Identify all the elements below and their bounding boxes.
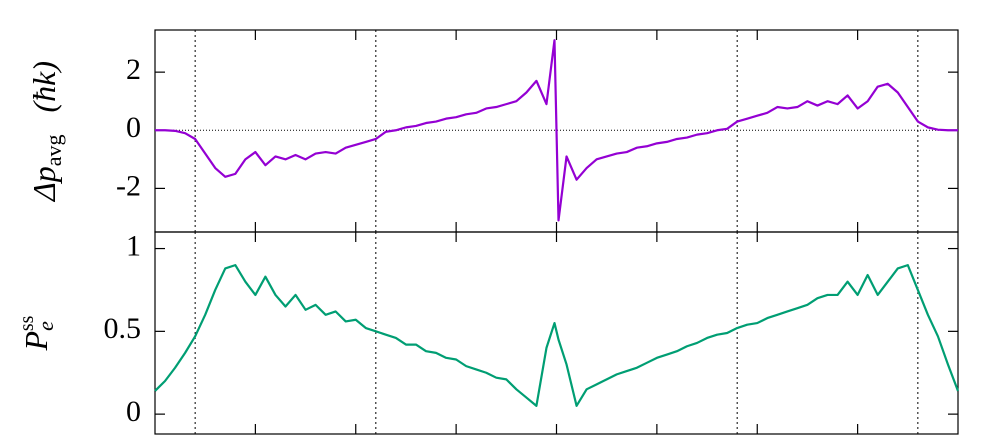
y-label-main: P <box>18 331 54 352</box>
y-tick-label: -2 <box>116 169 141 202</box>
y-label-unit: (ħk) <box>26 61 62 113</box>
bottom-y-label: Pess <box>16 315 58 351</box>
top-y-label: Δpavg (ħk) <box>26 61 66 203</box>
y-label-sub: avg <box>41 134 66 166</box>
y-tick-label: 1 <box>126 229 141 262</box>
y-tick-label: 0 <box>126 395 141 428</box>
y-tick-label: 2 <box>126 53 141 86</box>
y-label-sub: e <box>33 321 58 331</box>
y-label-sup: ss <box>16 315 38 331</box>
y-tick-label: 0 <box>126 111 141 144</box>
y-label-main: Δp <box>26 166 62 203</box>
data-line <box>154 264 960 407</box>
data-line <box>155 39 958 222</box>
y-tick-label: 0.5 <box>104 312 142 345</box>
